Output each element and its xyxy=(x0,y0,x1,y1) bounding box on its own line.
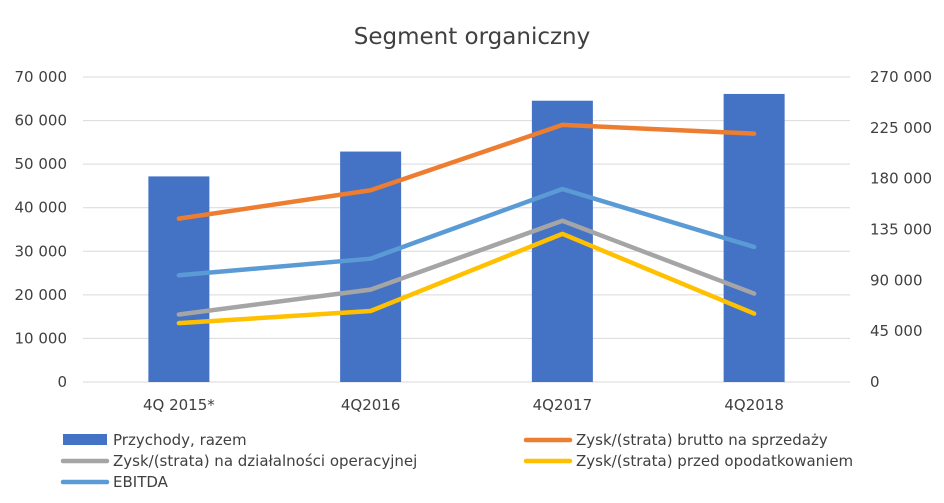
x-tick-label: 4Q2018 xyxy=(724,396,784,414)
left-tick-label: 70 000 xyxy=(15,68,68,86)
x-axis: 4Q 2015* 4Q2016 4Q2017 4Q2018 xyxy=(143,396,784,414)
legend-label: Przychody, razem xyxy=(113,431,247,449)
left-tick-label: 40 000 xyxy=(15,199,68,217)
x-tick-label: 4Q2017 xyxy=(533,396,593,414)
left-tick-label: 10 000 xyxy=(15,329,68,347)
right-tick-label: 225 000 xyxy=(870,119,932,137)
left-tick-label: 50 000 xyxy=(15,155,68,173)
x-tick-label: 4Q 2015* xyxy=(143,396,215,414)
left-tick-label: 30 000 xyxy=(15,242,68,260)
series-line xyxy=(176,122,757,221)
gridlines xyxy=(83,76,850,383)
right-tick-label: 180 000 xyxy=(870,170,932,188)
legend-label: Zysk/(strata) przed opodatkowaniem xyxy=(576,452,853,470)
left-axis: 0 10 000 20 000 30 000 40 000 50 000 60 000 70 … xyxy=(15,68,68,391)
series-line xyxy=(176,186,757,278)
chart-title: Segment organiczny xyxy=(354,24,591,50)
right-tick-label: 0 xyxy=(870,373,880,391)
bar xyxy=(340,151,402,382)
x-tick-label: 4Q2016 xyxy=(341,396,401,414)
right-axis: 0 45 000 90 000 135 000 180 000 225 000 270 00… xyxy=(870,68,932,391)
legend-label: EBITDA xyxy=(113,473,169,491)
left-tick-label: 20 000 xyxy=(15,286,68,304)
legend-label: Zysk/(strata) na działalności operacyjne… xyxy=(113,452,417,470)
right-tick-label: 270 000 xyxy=(870,68,932,86)
bar xyxy=(148,176,210,382)
right-tick-label: 135 000 xyxy=(870,221,932,239)
legend-swatch xyxy=(63,434,107,445)
left-tick-label: 0 xyxy=(57,373,67,391)
left-tick-label: 60 000 xyxy=(15,112,68,130)
series-line xyxy=(176,231,757,326)
series-line xyxy=(176,218,757,317)
legend: Przychody, razem Zysk/(strata) brutto na … xyxy=(60,431,853,491)
right-tick-label: 90 000 xyxy=(870,271,923,289)
legend-label: Zysk/(strata) brutto na sprzedaży xyxy=(576,431,828,449)
bar xyxy=(723,93,785,382)
right-tick-label: 45 000 xyxy=(870,322,923,340)
series-lines xyxy=(176,122,757,326)
